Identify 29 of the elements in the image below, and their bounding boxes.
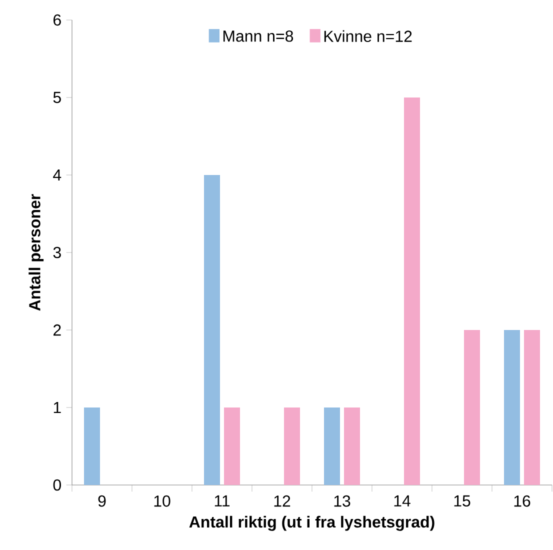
- bar: [84, 408, 100, 485]
- x-tick-label: 15: [454, 495, 470, 507]
- x-tick-label: 12: [274, 495, 290, 507]
- y-tick-label: 5: [53, 92, 61, 104]
- x-tick-label: 9: [98, 495, 106, 507]
- bar: [344, 408, 360, 485]
- y-tick-label: 3: [53, 246, 61, 258]
- bar: [524, 330, 540, 485]
- bar: [204, 175, 220, 485]
- bar: [464, 330, 480, 485]
- bar: [284, 408, 300, 485]
- y-axis-title: Antall personer: [28, 194, 44, 311]
- x-tick-label: 10: [154, 495, 170, 507]
- y-tick-label: 4: [53, 170, 62, 181]
- x-axis-title: Antall riktig (ut i fra lyshetsgrad): [189, 516, 434, 531]
- x-tick-label: 11: [214, 495, 230, 506]
- legend-label: Mann n=8: [223, 30, 294, 42]
- y-tick-label: 2: [53, 324, 61, 336]
- x-tick-label: 13: [334, 495, 350, 507]
- bar: [324, 408, 340, 485]
- y-tick-label: 1: [54, 402, 61, 414]
- legend-label: Kvinne n=12: [324, 30, 412, 42]
- bar: [404, 98, 420, 485]
- y-tick-label: 6: [54, 14, 61, 26]
- bar: [224, 408, 240, 485]
- y-tick-label: 0: [53, 479, 61, 491]
- bar: [504, 330, 520, 485]
- x-tick-label: 16: [514, 495, 530, 507]
- x-tick-label: 14: [394, 495, 410, 506]
